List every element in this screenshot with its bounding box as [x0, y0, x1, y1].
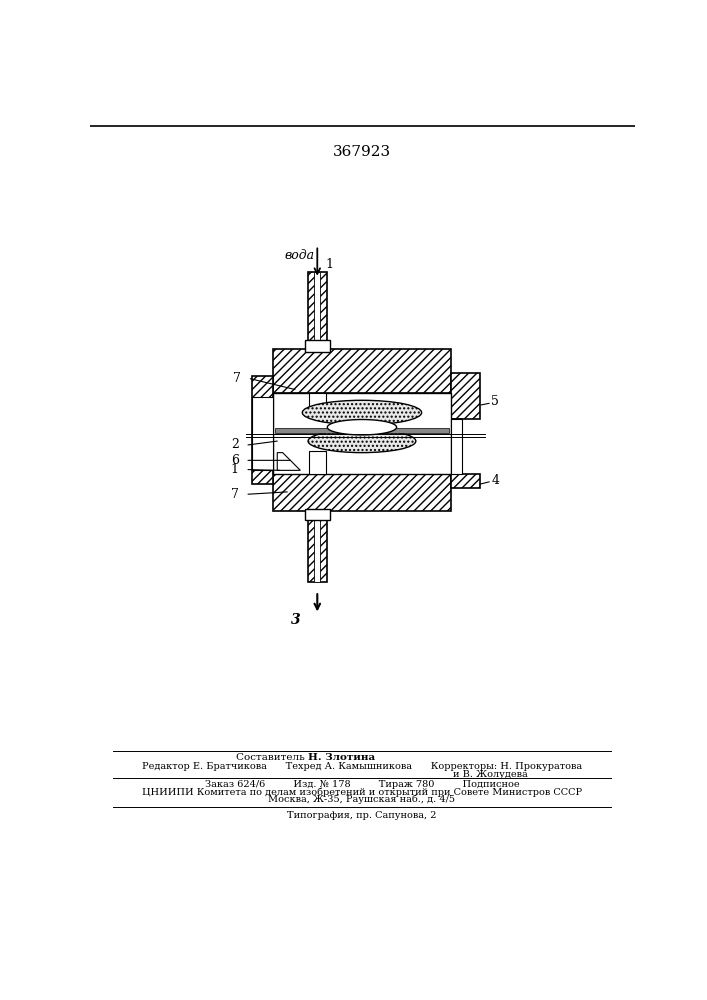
Text: 1: 1	[230, 463, 239, 476]
Polygon shape	[308, 272, 327, 349]
Polygon shape	[314, 272, 320, 349]
Polygon shape	[450, 373, 480, 419]
Polygon shape	[450, 419, 462, 474]
Text: вода: вода	[285, 249, 315, 262]
Text: 7: 7	[233, 372, 241, 385]
Polygon shape	[308, 511, 327, 582]
Text: 2: 2	[231, 438, 239, 451]
Text: и В. Жолудева: и В. Жолудева	[453, 770, 528, 779]
Text: ЦНИИПИ Комитета по делам изобретений и открытий при Совете Министров СССР: ЦНИИПИ Комитета по делам изобретений и о…	[142, 787, 582, 797]
Text: 3: 3	[291, 613, 300, 628]
Polygon shape	[252, 376, 274, 484]
Text: 367923: 367923	[333, 145, 391, 159]
Text: 7: 7	[231, 488, 239, 501]
Text: 1: 1	[325, 258, 333, 271]
Text: 5: 5	[491, 395, 499, 408]
Polygon shape	[277, 453, 300, 470]
Polygon shape	[252, 397, 274, 470]
Polygon shape	[450, 474, 480, 488]
Polygon shape	[305, 340, 329, 352]
Text: Типография, пр. Сапунова, 2: Типография, пр. Сапунова, 2	[287, 811, 437, 820]
Polygon shape	[314, 511, 320, 582]
Ellipse shape	[308, 430, 416, 453]
Polygon shape	[274, 393, 450, 474]
Polygon shape	[275, 428, 449, 433]
Polygon shape	[305, 509, 329, 520]
Polygon shape	[309, 393, 326, 416]
Text: Н. Злотина: Н. Злотина	[308, 753, 375, 762]
Text: 4: 4	[491, 474, 499, 487]
Text: Заказ 624/6         Изд. № 178         Тираж 780         Подписное: Заказ 624/6 Изд. № 178 Тираж 780 Подписн…	[204, 780, 519, 789]
Text: Составитель: Составитель	[236, 753, 308, 762]
Text: Редактор Е. Братчикова      Техред А. Камышникова      Корректоры: Н. Прокуратов: Редактор Е. Братчикова Техред А. Камышни…	[142, 762, 582, 771]
Text: Москва, Ж-35, Раушская наб., д. 4/5: Москва, Ж-35, Раушская наб., д. 4/5	[269, 794, 455, 804]
Polygon shape	[327, 420, 397, 435]
Polygon shape	[309, 451, 326, 474]
Polygon shape	[274, 349, 450, 393]
Polygon shape	[450, 419, 462, 474]
Text: 6: 6	[230, 454, 239, 467]
Polygon shape	[274, 474, 450, 511]
Ellipse shape	[303, 400, 421, 425]
